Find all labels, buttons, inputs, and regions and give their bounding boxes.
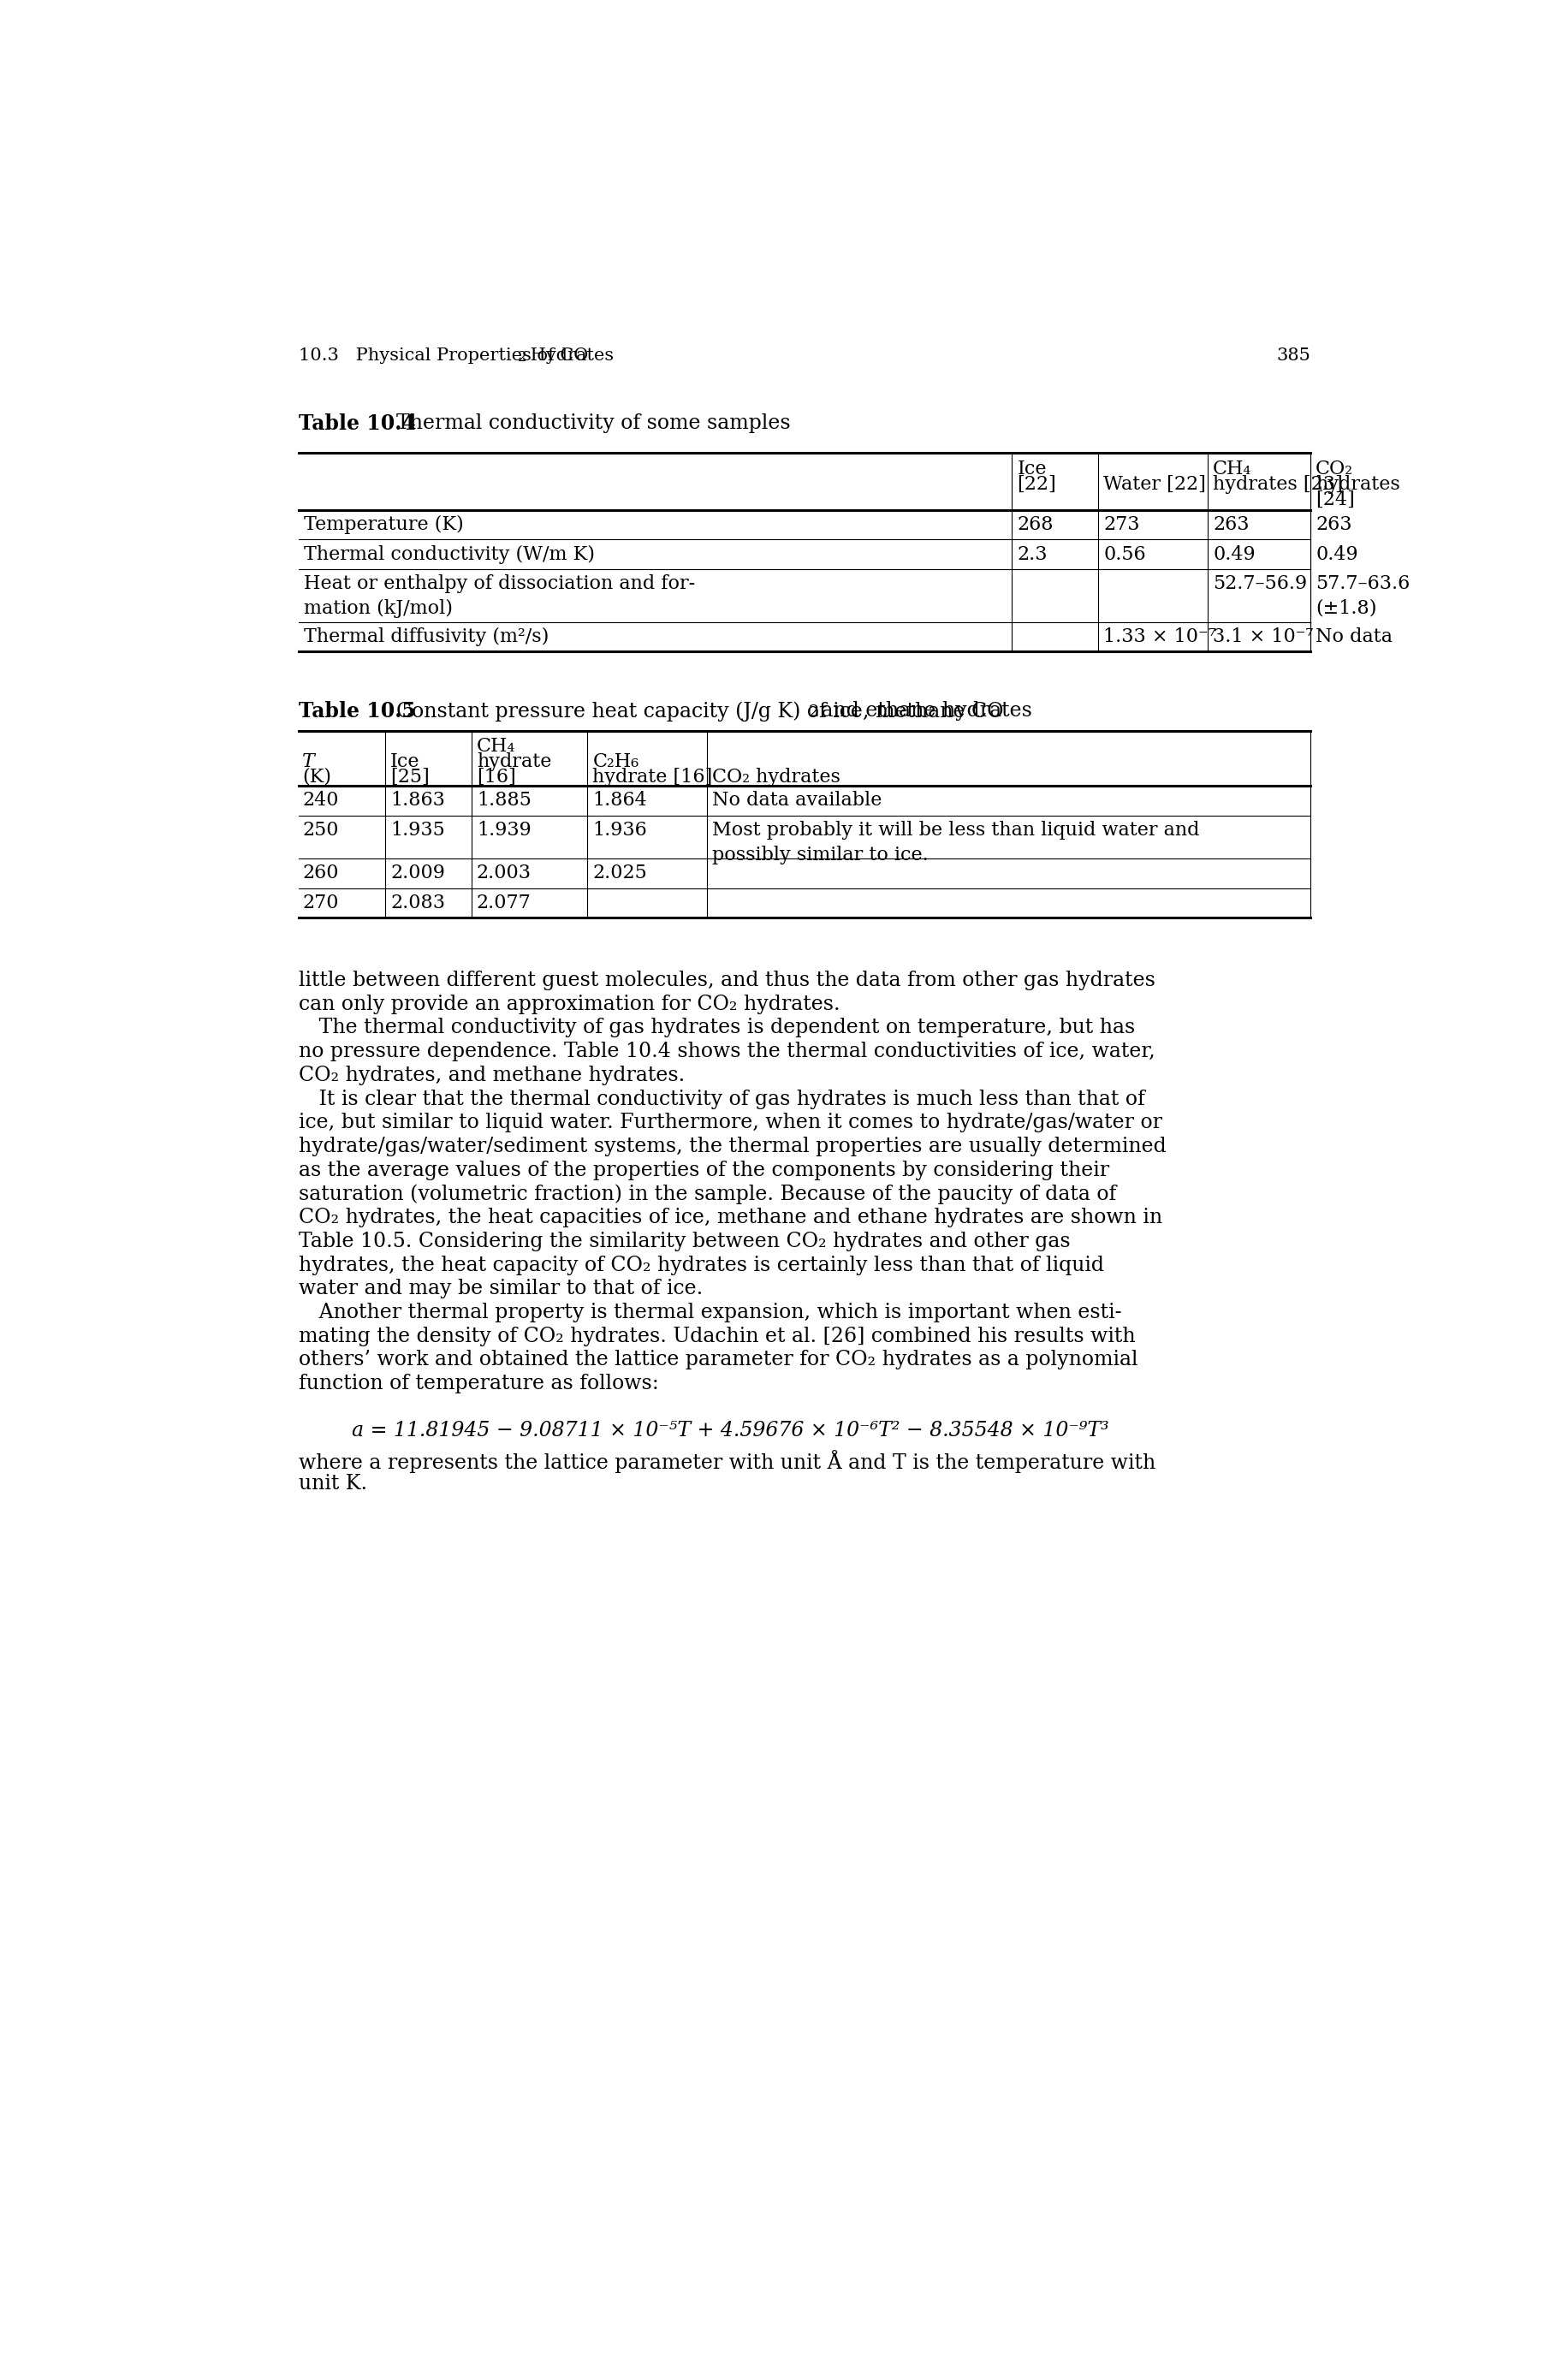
Text: hydrates [23]: hydrates [23] (1214, 475, 1342, 494)
Text: 0.56: 0.56 (1104, 544, 1146, 563)
Text: 1.864: 1.864 (593, 791, 648, 810)
Text: hydrate [16]: hydrate [16] (593, 767, 713, 786)
Text: Another thermal property is thermal expansion, which is important when esti-: Another thermal property is thermal expa… (299, 1302, 1121, 1323)
Text: 2: 2 (808, 703, 818, 720)
Text: 1.936: 1.936 (593, 822, 648, 839)
Text: The thermal conductivity of gas hydrates is dependent on temperature, but has: The thermal conductivity of gas hydrates… (299, 1017, 1135, 1038)
Text: It is clear that the thermal conductivity of gas hydrates is much less than that: It is clear that the thermal conductivit… (299, 1088, 1145, 1110)
Text: No data: No data (1316, 627, 1392, 646)
Text: a = 11.81945 − 9.08711 × 10⁻⁵T + 4.59676 × 10⁻⁶T² − 8.35548 × 10⁻⁹T³: a = 11.81945 − 9.08711 × 10⁻⁵T + 4.59676… (351, 1421, 1109, 1440)
Text: 2.077: 2.077 (477, 893, 532, 912)
Text: CH₄: CH₄ (477, 737, 516, 756)
Text: 1.939: 1.939 (477, 822, 532, 839)
Text: hydrate: hydrate (477, 753, 552, 772)
Text: 0.49: 0.49 (1316, 544, 1358, 563)
Text: and ethane hydrates: and ethane hydrates (815, 701, 1032, 720)
Text: little between different guest molecules, and thus the data from other gas hydra: little between different guest molecules… (299, 969, 1156, 991)
Text: 3.1 × 10⁻⁷: 3.1 × 10⁻⁷ (1214, 627, 1314, 646)
Text: mating the density of CO₂ hydrates. Udachin et al. [26] combined his results wit: mating the density of CO₂ hydrates. Udac… (299, 1326, 1135, 1347)
Text: 268: 268 (1018, 516, 1054, 535)
Text: 0.49: 0.49 (1214, 544, 1256, 563)
Text: Thermal diffusivity (m²/s): Thermal diffusivity (m²/s) (304, 627, 549, 646)
Text: 2: 2 (517, 349, 527, 366)
Text: CO₂ hydrates, and methane hydrates.: CO₂ hydrates, and methane hydrates. (299, 1064, 685, 1086)
Text: 2.025: 2.025 (593, 865, 648, 881)
Text: function of temperature as follows:: function of temperature as follows: (299, 1373, 659, 1395)
Text: CO₂: CO₂ (1316, 461, 1353, 478)
Text: 52.7–56.9: 52.7–56.9 (1214, 575, 1308, 594)
Text: Table 10.5. Considering the similarity between CO₂ hydrates and other gas: Table 10.5. Considering the similarity b… (299, 1231, 1071, 1252)
Text: Ice: Ice (1018, 461, 1047, 478)
Text: hydrate/gas/water/sediment systems, the thermal properties are usually determine: hydrate/gas/water/sediment systems, the … (299, 1136, 1167, 1157)
Text: saturation (volumetric fraction) in the sample. Because of the paucity of data o: saturation (volumetric fraction) in the … (299, 1183, 1116, 1205)
Text: others’ work and obtained the lattice parameter for CO₂ hydrates as a polynomial: others’ work and obtained the lattice pa… (299, 1350, 1138, 1371)
Text: can only provide an approximation for CO₂ hydrates.: can only provide an approximation for CO… (299, 993, 840, 1015)
Text: hydrates, the heat capacity of CO₂ hydrates is certainly less than that of liqui: hydrates, the heat capacity of CO₂ hydra… (299, 1255, 1104, 1276)
Text: Table 10.4: Table 10.4 (299, 413, 416, 435)
Text: 273: 273 (1104, 516, 1140, 535)
Text: 2.083: 2.083 (390, 893, 445, 912)
Text: C₂H₆: C₂H₆ (593, 753, 640, 772)
Text: Ice: Ice (390, 753, 420, 772)
Text: water and may be similar to that of ice.: water and may be similar to that of ice. (299, 1278, 702, 1300)
Text: Hydrates: Hydrates (525, 347, 615, 364)
Text: No data available: No data available (712, 791, 881, 810)
Text: CO₂ hydrates, the heat capacities of ice, methane and ethane hydrates are shown : CO₂ hydrates, the heat capacities of ice… (299, 1207, 1162, 1228)
Text: 240: 240 (303, 791, 339, 810)
Text: Most probably it will be less than liquid water and
possibly similar to ice.: Most probably it will be less than liqui… (712, 822, 1200, 865)
Text: (K): (K) (303, 767, 331, 786)
Text: Table 10.5: Table 10.5 (299, 701, 416, 722)
Text: 1.33 × 10⁻⁷: 1.33 × 10⁻⁷ (1104, 627, 1217, 646)
Text: [22]: [22] (1018, 475, 1057, 494)
Text: 1.863: 1.863 (390, 791, 445, 810)
Text: 385: 385 (1276, 347, 1311, 364)
Text: Heat or enthalpy of dissociation and for-
mation (kJ/mol): Heat or enthalpy of dissociation and for… (304, 575, 696, 618)
Text: 1.885: 1.885 (477, 791, 532, 810)
Text: [25]: [25] (390, 767, 430, 786)
Text: 250: 250 (303, 822, 339, 839)
Text: 260: 260 (303, 865, 339, 881)
Text: 270: 270 (303, 893, 339, 912)
Text: where a represents the lattice parameter with unit Å and T is the temperature wi: where a represents the lattice parameter… (299, 1449, 1156, 1473)
Text: Water [22]: Water [22] (1104, 475, 1206, 494)
Text: 2.3: 2.3 (1018, 544, 1047, 563)
Text: hydrates: hydrates (1316, 475, 1400, 494)
Text: as the average values of the properties of the components by considering their: as the average values of the properties … (299, 1159, 1110, 1181)
Text: 1.935: 1.935 (390, 822, 445, 839)
Text: [24]: [24] (1316, 489, 1355, 508)
Text: Temperature (K): Temperature (K) (304, 516, 464, 535)
Text: Thermal conductivity of some samples: Thermal conductivity of some samples (384, 413, 790, 432)
Text: CH₄: CH₄ (1214, 461, 1251, 478)
Text: Constant pressure heat capacity (J/g K) of ice, methane CO: Constant pressure heat capacity (J/g K) … (384, 701, 1004, 722)
Text: 10.3   Physical Properties of CO: 10.3 Physical Properties of CO (299, 347, 588, 364)
Text: Thermal conductivity (W/m K): Thermal conductivity (W/m K) (304, 544, 596, 563)
Text: 57.7–63.6
(±1.8): 57.7–63.6 (±1.8) (1316, 575, 1410, 618)
Text: 263: 263 (1214, 516, 1250, 535)
Text: no pressure dependence. Table 10.4 shows the thermal conductivities of ice, wate: no pressure dependence. Table 10.4 shows… (299, 1041, 1156, 1062)
Text: unit K.: unit K. (299, 1473, 367, 1495)
Text: 263: 263 (1316, 516, 1352, 535)
Text: [16]: [16] (477, 767, 516, 786)
Text: T: T (303, 753, 315, 772)
Text: ice, but similar to liquid water. Furthermore, when it comes to hydrate/gas/wate: ice, but similar to liquid water. Furthe… (299, 1112, 1162, 1133)
Text: 2.009: 2.009 (390, 865, 445, 881)
Text: 2.003: 2.003 (477, 865, 532, 881)
Text: CO₂ hydrates: CO₂ hydrates (712, 767, 840, 786)
